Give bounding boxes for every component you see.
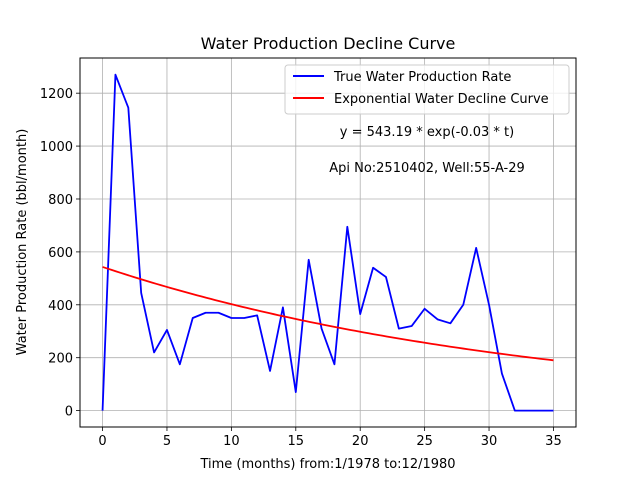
x-tick-label: 15: [288, 434, 305, 449]
y-tick-label: 400: [48, 299, 73, 314]
series-true-water-production-rate: [101, 73, 554, 412]
x-tick-label: 10: [223, 434, 240, 449]
y-tick-label: 200: [48, 352, 73, 367]
equation-annotation: y = 543.19 * exp(-0.03 * t): [340, 125, 514, 140]
x-tick-label: 25: [416, 434, 433, 449]
legend: True Water Production Rate Exponential W…: [284, 64, 570, 115]
series-exponential-decline-curve: [102, 266, 554, 362]
y-tick-label: 0: [65, 405, 73, 420]
chart-title: Water Production Decline Curve: [201, 34, 456, 53]
x-tick-label: 30: [481, 434, 498, 449]
legend-label-exp-curve: Exponential Water Decline Curve: [334, 92, 549, 107]
y-axis-label: Water Production Rate (bbl/month): [15, 129, 30, 356]
x-axis-label: Time (months) from:1/1978 to:12/1980: [199, 457, 455, 472]
y-tick-label: 800: [48, 193, 73, 208]
series-layer: [101, 73, 554, 412]
legend-box: [284, 64, 570, 115]
x-tick-label: 35: [545, 434, 562, 449]
x-tick-label: 5: [163, 434, 171, 449]
y-tick-label: 600: [48, 246, 73, 261]
legend-label-true-rate: True Water Production Rate: [333, 70, 511, 85]
ticks: 0 5 10 15 20 25 30 35 0 200 400 600 800 1000 1200: [40, 87, 562, 449]
x-tick-label: 20: [352, 434, 369, 449]
x-tick-label: 0: [98, 434, 106, 449]
y-tick-label: 1000: [40, 140, 73, 155]
y-tick-label: 1200: [40, 87, 73, 102]
well-annotation: Api No:2510402, Well:55-A-29: [329, 161, 525, 176]
plot-frame: [79, 57, 577, 428]
